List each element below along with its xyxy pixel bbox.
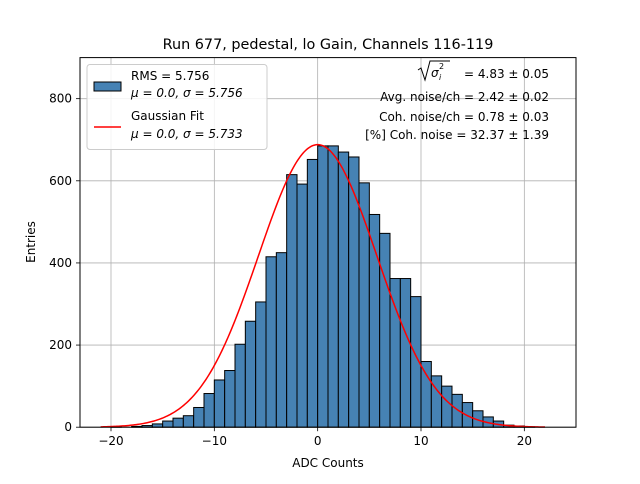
histogram-bar bbox=[214, 380, 224, 427]
x-axis-label: ADC Counts bbox=[292, 456, 364, 470]
legend-rms-stats: μ = 0.0, σ = 5.756 bbox=[130, 86, 243, 100]
x-tick-label: −20 bbox=[98, 434, 123, 448]
histogram-bar bbox=[328, 146, 338, 427]
histogram-bar bbox=[245, 321, 255, 427]
annotation-coh-noise-percent: [%] Coh. noise = 32.37 ± 1.39 bbox=[365, 128, 549, 142]
y-tick-label: 400 bbox=[49, 256, 72, 270]
x-tick-label: 10 bbox=[413, 434, 428, 448]
svg-text:2: 2 bbox=[439, 62, 444, 71]
histogram-bar bbox=[369, 214, 379, 427]
histogram-bar bbox=[225, 371, 235, 428]
histogram-bar bbox=[204, 394, 214, 428]
histogram-bar bbox=[235, 344, 245, 427]
annotation-sqrt-sigma: = 4.83 ± 0.05 bbox=[464, 67, 549, 81]
histogram-bar bbox=[380, 233, 390, 427]
histogram-bar bbox=[183, 416, 193, 427]
histogram-bar bbox=[276, 253, 286, 428]
histogram-bar bbox=[287, 175, 297, 428]
legend-rms-label: RMS = 5.756 bbox=[131, 69, 209, 83]
histogram-bar bbox=[349, 157, 359, 427]
legend-fit-stats: μ = 0.0, σ = 5.733 bbox=[130, 127, 243, 141]
svg-text:σ: σ bbox=[431, 66, 439, 80]
legend-patch-icon bbox=[94, 82, 121, 91]
histogram-bar bbox=[266, 257, 276, 427]
y-tick-label: 800 bbox=[49, 92, 72, 106]
histogram-bar bbox=[338, 152, 348, 427]
histogram-bar bbox=[163, 421, 173, 427]
histogram-bar bbox=[390, 279, 400, 428]
histogram-bar bbox=[442, 386, 452, 427]
chart-title: Run 677, pedestal, lo Gain, Channels 116… bbox=[163, 37, 494, 53]
legend-fit-label: Gaussian Fit bbox=[131, 109, 204, 123]
histogram-bar bbox=[318, 146, 328, 427]
histogram-bar bbox=[452, 394, 462, 427]
y-tick-label: 200 bbox=[49, 338, 72, 352]
y-tick-label: 0 bbox=[64, 420, 72, 434]
annotation-avg-noise: Avg. noise/ch = 2.42 ± 0.02 bbox=[380, 90, 549, 104]
annotation-coh-noise: Coh. noise/ch = 0.78 ± 0.03 bbox=[379, 110, 549, 124]
x-tick-label: −10 bbox=[202, 434, 227, 448]
histogram-bar bbox=[256, 302, 266, 427]
legend: RMS = 5.756 μ = 0.0, σ = 5.756 Gaussian … bbox=[87, 65, 267, 150]
histogram-bar bbox=[173, 418, 183, 427]
y-tick-label: 600 bbox=[49, 174, 72, 188]
histogram-bar bbox=[194, 407, 204, 427]
y-axis-label: Entries bbox=[24, 221, 38, 263]
histogram-bar bbox=[421, 361, 431, 427]
histogram-bar bbox=[307, 159, 317, 427]
x-tick-label: 0 bbox=[314, 434, 322, 448]
x-tick-label: 20 bbox=[517, 434, 532, 448]
histogram-bar bbox=[400, 279, 410, 428]
histogram-bar bbox=[297, 184, 307, 427]
